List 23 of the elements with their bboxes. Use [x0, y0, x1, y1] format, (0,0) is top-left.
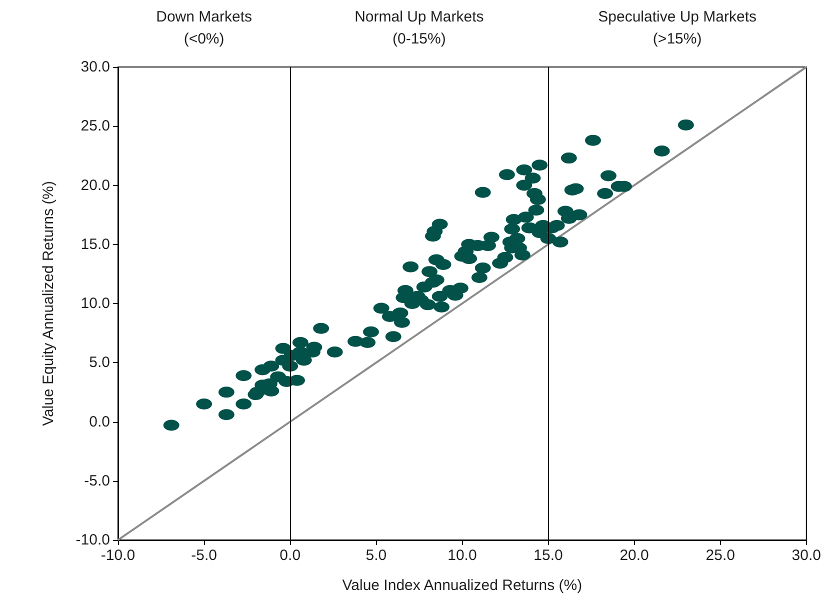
y-tick-label: 0.0 — [89, 413, 110, 430]
x-tick-label: 15.0 — [534, 547, 563, 564]
text: Speculative Up Markets (>15%) — [598, 8, 757, 48]
x-tick-label: -5.0 — [191, 547, 217, 564]
y-tick-label: 15.0 — [80, 236, 110, 253]
x-axis-title: Value Index Annualized Returns (%) — [342, 577, 582, 594]
x-tick-label: 5.0 — [366, 547, 387, 564]
text: Down Markets (<0%) — [156, 8, 252, 48]
y-tick-label: 20.0 — [80, 176, 110, 194]
y-tick-label: 30.0 — [80, 58, 110, 76]
x-tick-label: 20.0 — [620, 547, 649, 564]
x-tick-label: 0.0 — [280, 547, 301, 564]
y-tick-label: -10.0 — [76, 532, 110, 548]
x-tick-label: 25.0 — [706, 547, 735, 564]
y-tick-label: 10.0 — [80, 295, 110, 312]
y-tick-label: -5.0 — [84, 472, 110, 490]
y-axis-title: Value Equity Annualized Returns (%) — [40, 181, 57, 426]
x-tick-label: -10.0 — [100, 547, 136, 564]
y-tick-label: 25.0 — [80, 118, 110, 135]
text: Normal Up Markets (0-15%) — [354, 8, 484, 48]
x-tick-label: 30.0 — [792, 547, 822, 564]
y-tick-label: 5.0 — [89, 354, 110, 372]
x-tick-label: 10.0 — [448, 547, 477, 564]
